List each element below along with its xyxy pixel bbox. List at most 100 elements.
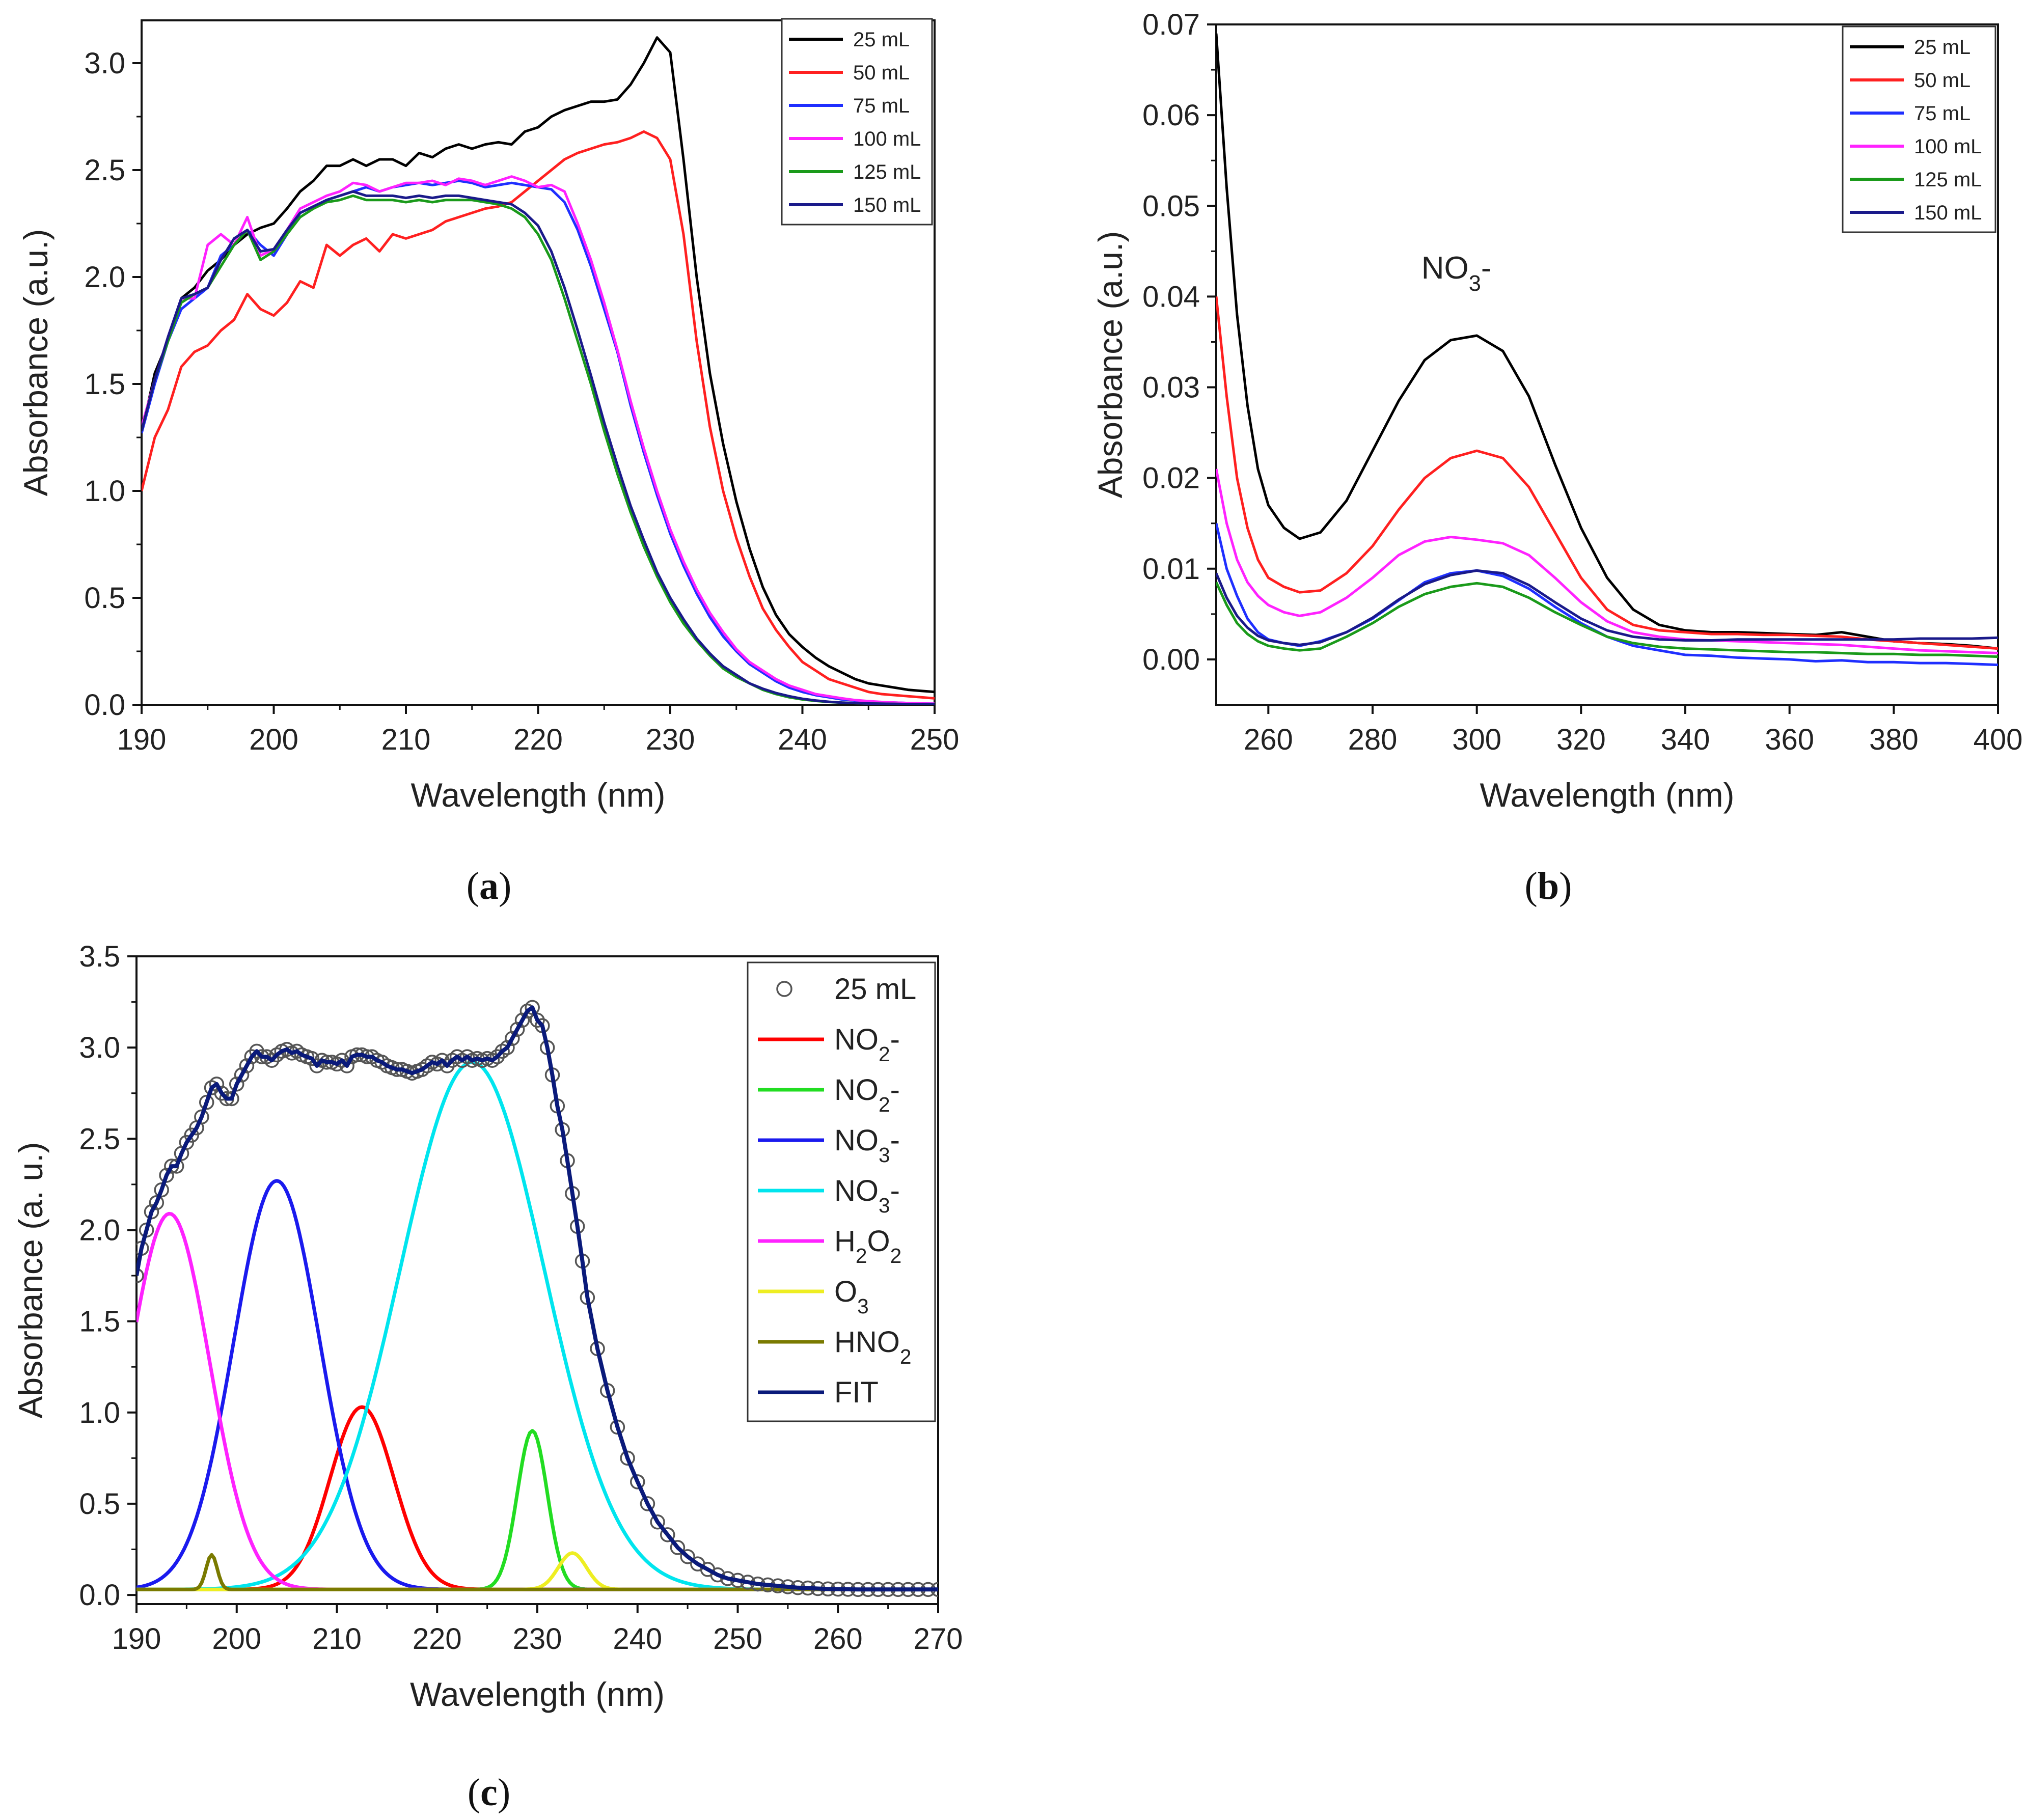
series-line-25-mL: [142, 36, 935, 694]
y-tick-label: 0.0: [79, 1579, 120, 1612]
series-line-50-mL: [142, 130, 935, 700]
x-tick-label: 260: [1244, 723, 1293, 756]
x-tick-label: 230: [646, 723, 695, 756]
data-point-25mL: [489, 1049, 505, 1064]
series-line-100-mL: [142, 175, 935, 705]
data-point-25mL: [199, 1094, 214, 1110]
data-point-25mL: [525, 1000, 540, 1015]
data-point-25mL: [264, 1053, 280, 1068]
x-tick-label: 300: [1452, 723, 1501, 756]
legend-label: HNO2: [834, 1326, 911, 1368]
legend: 25 mL 50 mL 75 mL 100 mL 125 mL 150 mL: [781, 18, 933, 226]
data-point-25mL: [530, 1012, 545, 1028]
y-tick-label: 0.07: [1142, 8, 1200, 41]
legend-label: 125 mL: [1914, 169, 1982, 191]
x-tick-label: 320: [1556, 723, 1606, 756]
x-tick-label: 220: [513, 723, 563, 756]
data-point-25mL: [149, 1195, 165, 1210]
legend-label: H2O2: [834, 1225, 901, 1267]
y-tick-label: 3.0: [84, 47, 125, 80]
plot-frame: [1215, 23, 1999, 706]
x-tick-label: 360: [1765, 723, 1814, 756]
data-point-25mL: [670, 1540, 686, 1555]
data-point-25mL: [680, 1549, 695, 1564]
y-tick-label: 2.0: [79, 1214, 120, 1247]
legend-label: 25 mL: [1914, 36, 1971, 59]
legend-label: 150 mL: [1914, 202, 1982, 224]
data-point-25mL: [154, 1182, 169, 1198]
legend-label: FIT: [834, 1376, 879, 1409]
series-line-50-mL: [1216, 296, 1998, 650]
x-tick-label: 210: [312, 1622, 362, 1656]
chart-a: 190 200 210 220 230 240 250 0.0 0.5 1.0 1.5 2.0 2.5 3…: [17, 18, 960, 814]
series-line-125-mL: [1216, 582, 1998, 658]
plot-area: [1216, 33, 1998, 667]
x-tick-label: 220: [413, 1622, 462, 1656]
y-axis-label: Absorbance (a.u.): [1091, 231, 1129, 499]
x-tick-label: 260: [813, 1622, 863, 1656]
data-point-25mL: [234, 1067, 250, 1083]
y-tick-label: 0.0: [84, 688, 125, 722]
y-tick-label: 2.0: [84, 261, 125, 294]
x-tick-label: 200: [212, 1622, 261, 1656]
data-point-25mL: [244, 1049, 260, 1064]
component-NO2-a-: [136, 1405, 938, 1591]
legend-label: 100 mL: [1914, 135, 1982, 158]
y-tick-label: 2.5: [84, 154, 125, 187]
data-point-25mL: [209, 1077, 225, 1092]
legend-label: 125 mL: [853, 161, 921, 183]
data-point-25mL: [136, 1268, 144, 1283]
data-point-25mL: [194, 1109, 209, 1125]
x-tick-label: 380: [1869, 723, 1919, 756]
legend-label: 50 mL: [853, 62, 910, 84]
series-line-150-mL: [142, 190, 935, 705]
legend-label: 25 mL: [853, 29, 910, 51]
legend-label: 100 mL: [853, 128, 921, 150]
y-tick-label: 0.04: [1142, 280, 1200, 313]
x-tick-label: 190: [117, 723, 167, 756]
legend-label: 150 mL: [853, 194, 921, 216]
legend-label: 75 mL: [1914, 102, 1971, 125]
legend-box: [781, 18, 933, 226]
legend-label: O3: [834, 1275, 869, 1318]
y-axis-label: Absorbance (a. u.): [12, 1142, 49, 1419]
y-tick-label: 0.01: [1142, 553, 1200, 586]
chart-c: 190 200 210 220 230 240 250 260 270 0.0 0.5 1.0 1.5 2…: [12, 940, 963, 1713]
component-NO2-b-: [136, 1429, 938, 1591]
data-point-25mL: [650, 1514, 665, 1530]
y-tick-label: 2.5: [79, 1122, 120, 1155]
x-axis-label: Wavelength (nm): [1480, 776, 1734, 814]
data-point-25mL: [434, 1053, 450, 1068]
data-point-25mL: [660, 1527, 675, 1542]
legend: 25 mL 50 mL 75 mL 100 mL 125 mL 150 mL: [1842, 25, 1996, 233]
y-tick-label: 0.05: [1142, 189, 1200, 223]
y-tick-label: 1.5: [79, 1305, 120, 1338]
y-tick-label: 0.06: [1142, 99, 1200, 132]
x-tick-label: 340: [1661, 723, 1710, 756]
y-tick-label: 0.5: [84, 582, 125, 615]
plot-area: [136, 1000, 938, 1597]
data-point-25mL: [514, 1012, 530, 1028]
legend-label: 50 mL: [1914, 69, 1971, 92]
x-tick-label: 240: [778, 723, 827, 756]
y-tick-label: 0.02: [1142, 462, 1200, 495]
y-tick-label: 0.5: [79, 1487, 120, 1521]
x-tick-label: 250: [910, 723, 960, 756]
legend-marker: [776, 981, 792, 997]
x-tick-label: 190: [112, 1622, 161, 1656]
y-tick-label: 1.0: [84, 475, 125, 508]
panel-caption-c: (c): [468, 1771, 510, 1814]
x-tick-label: 240: [613, 1622, 662, 1656]
x-tick-label: 210: [381, 723, 431, 756]
data-point-25mL: [509, 1022, 525, 1037]
legend-label: 75 mL: [853, 95, 910, 117]
data-point-25mL: [630, 1474, 645, 1490]
chart-b: 260 280 300 320 340 360 380 400 0.00 0.01 0.02 0.03…: [1091, 8, 2022, 814]
data-point-25mL: [159, 1168, 174, 1183]
x-tick-label: 270: [914, 1622, 963, 1656]
x-tick-label: 400: [1974, 723, 2023, 756]
legend-label: 25 mL: [834, 973, 916, 1006]
y-tick-label: 0.00: [1142, 643, 1200, 676]
series-line-150-mL: [1216, 569, 1998, 646]
